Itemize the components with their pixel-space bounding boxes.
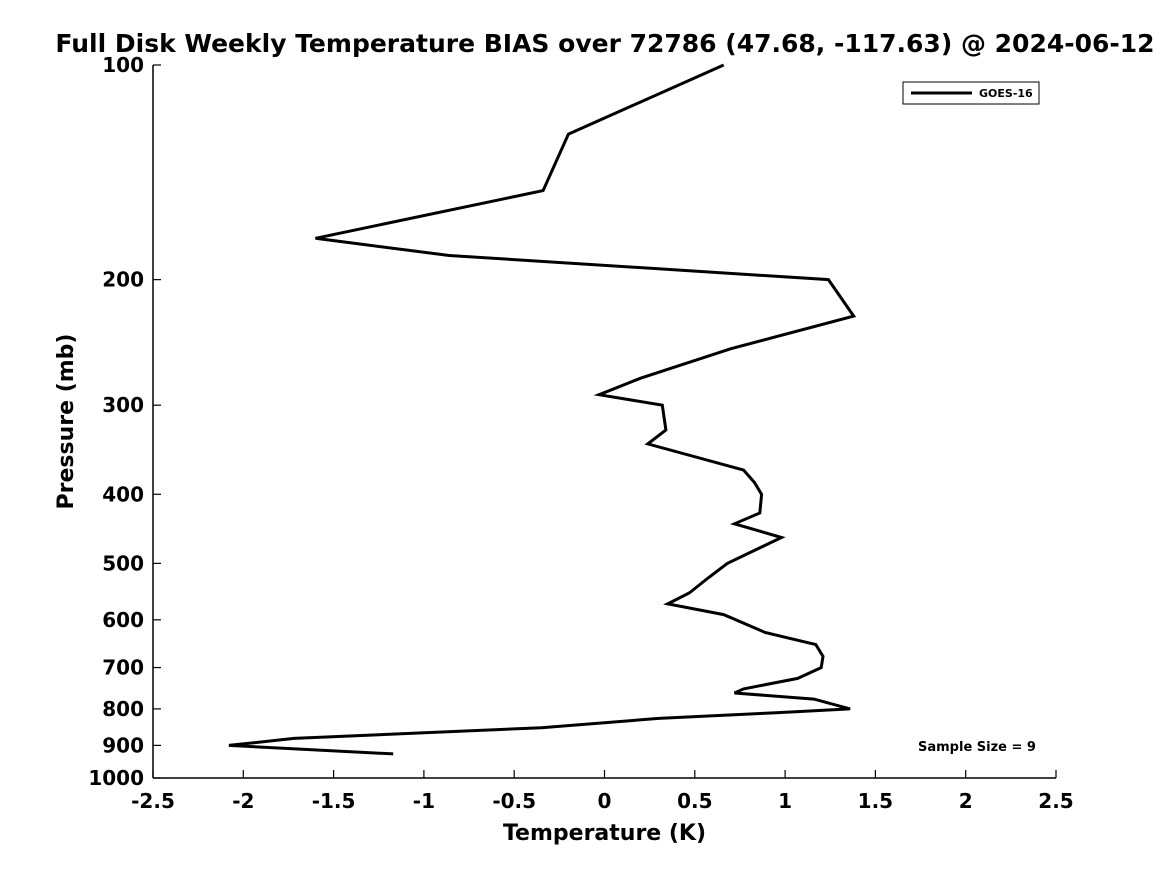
axes bbox=[152, 65, 1056, 779]
x-tick-label: 2 bbox=[959, 789, 973, 813]
x-tick-label: 0 bbox=[598, 789, 612, 813]
y-tick-label: 1000 bbox=[88, 766, 144, 790]
y-tick-label: 400 bbox=[102, 482, 144, 506]
legend-label: GOES-16 bbox=[979, 87, 1033, 100]
y-tick-label: 700 bbox=[102, 656, 144, 680]
x-tick-label: -0.5 bbox=[492, 789, 536, 813]
y-tick-label: 200 bbox=[102, 268, 144, 292]
x-tick-label: 2.5 bbox=[1038, 789, 1073, 813]
series-layer bbox=[228, 63, 857, 756]
y-tick-label: 500 bbox=[102, 551, 144, 575]
y-tick-label: 900 bbox=[102, 733, 144, 757]
x-tick-label: -1.5 bbox=[312, 789, 356, 813]
y-tick-label: 600 bbox=[102, 608, 144, 632]
x-tick-label: -2 bbox=[232, 789, 254, 813]
y-tick-label: 800 bbox=[102, 697, 144, 721]
y-ticks: 100 200 300 400 500 600 700 800 900 1000 bbox=[88, 53, 161, 790]
chart-title: Full Disk Weekly Temperature BIAS over 7… bbox=[55, 29, 1154, 58]
y-axis-label: Pressure (mb) bbox=[54, 334, 79, 510]
x-tick-label: 0.5 bbox=[677, 789, 712, 813]
x-ticks: -2.5 -2 -1.5 -1 -0.5 0 0.5 1 1.5 2 2.5 bbox=[131, 770, 1074, 813]
series-line-goes-16 bbox=[228, 63, 857, 756]
x-tick-label: -1 bbox=[413, 789, 435, 813]
y-tick-label: 300 bbox=[102, 393, 144, 417]
x-tick-label: -2.5 bbox=[131, 789, 175, 813]
x-tick-label: 1 bbox=[778, 789, 792, 813]
y-tick-label: 100 bbox=[102, 53, 144, 77]
sample-size-annotation: Sample Size = 9 bbox=[918, 740, 1036, 755]
x-tick-label: 1.5 bbox=[858, 789, 893, 813]
legend: GOES-16 bbox=[902, 81, 1040, 105]
x-axis-label: Temperature (K) bbox=[503, 821, 706, 846]
